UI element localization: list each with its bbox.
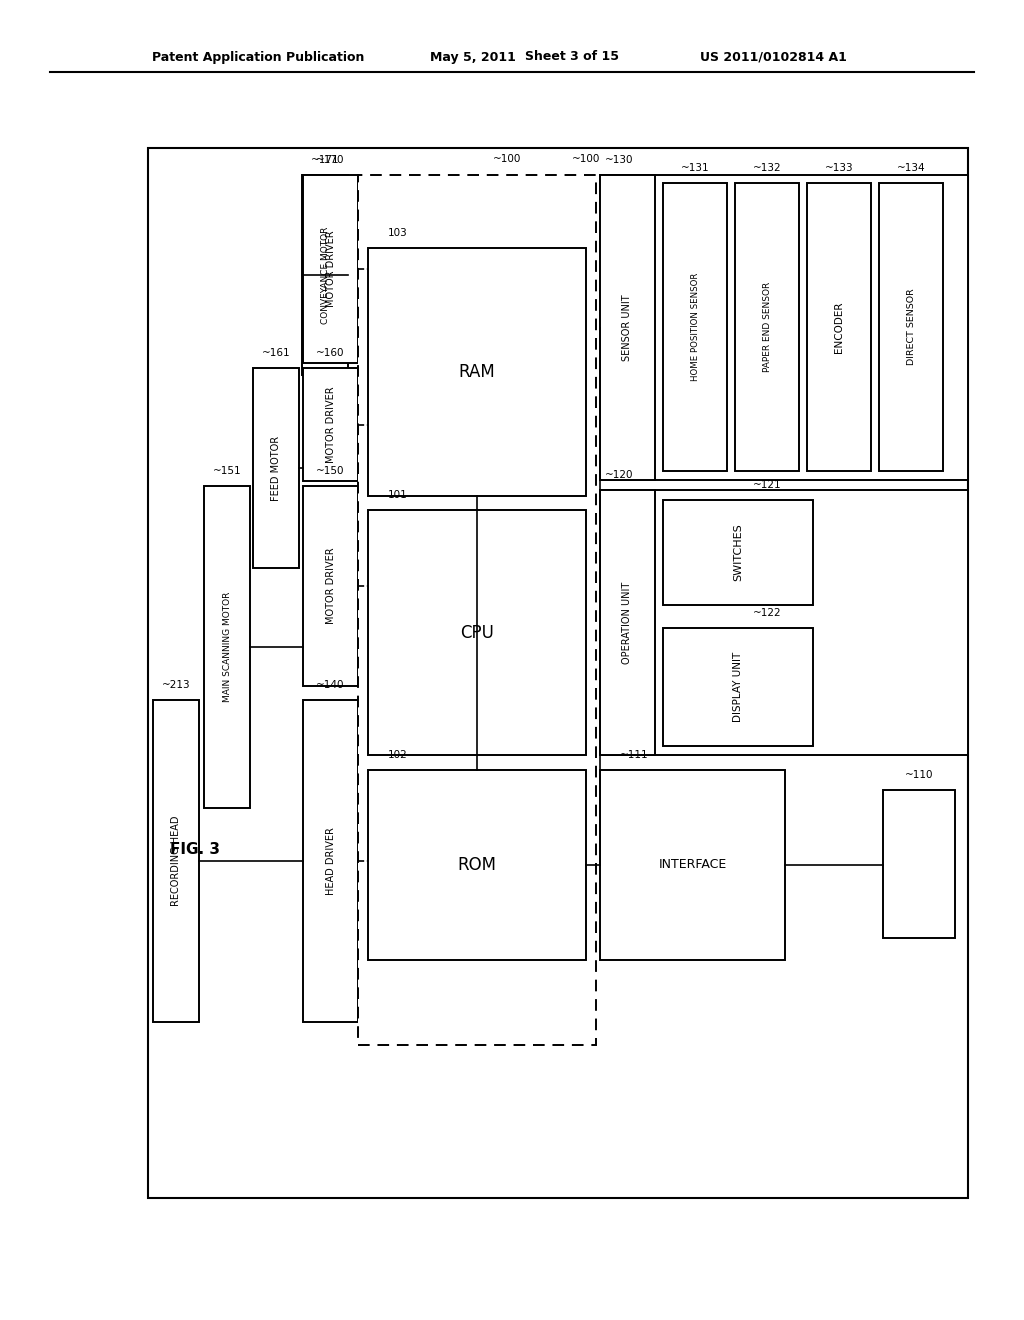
Text: ~213: ~213 xyxy=(162,680,190,690)
Text: Patent Application Publication: Patent Application Publication xyxy=(152,50,365,63)
Bar xyxy=(879,183,943,471)
Text: ~133: ~133 xyxy=(824,162,853,173)
Text: 101: 101 xyxy=(388,490,408,500)
Text: MAIN SCANNING MOTOR: MAIN SCANNING MOTOR xyxy=(222,591,231,702)
Bar xyxy=(368,510,586,755)
Text: CPU: CPU xyxy=(460,623,494,642)
Bar xyxy=(663,628,813,746)
Text: FEED MOTOR: FEED MOTOR xyxy=(271,436,281,500)
Bar xyxy=(600,176,655,480)
Text: HOME POSITION SENSOR: HOME POSITION SENSOR xyxy=(690,273,699,381)
Text: ~170: ~170 xyxy=(316,154,345,165)
Text: ~151: ~151 xyxy=(213,466,242,477)
Text: FIG. 3: FIG. 3 xyxy=(170,842,220,858)
Text: SENSOR UNIT: SENSOR UNIT xyxy=(623,294,633,360)
Bar xyxy=(807,183,871,471)
Bar xyxy=(358,176,596,1045)
Text: ~111: ~111 xyxy=(620,750,648,760)
Text: ~171: ~171 xyxy=(310,154,339,165)
Text: ~132: ~132 xyxy=(753,162,781,173)
Text: ROM: ROM xyxy=(458,855,497,874)
Text: ~100: ~100 xyxy=(493,154,521,164)
Text: HEAD DRIVER: HEAD DRIVER xyxy=(326,828,336,895)
Text: MOTOR DRIVER: MOTOR DRIVER xyxy=(326,548,336,624)
Bar xyxy=(204,486,250,808)
Text: 103: 103 xyxy=(388,228,408,238)
Bar xyxy=(368,770,586,960)
Bar xyxy=(303,176,358,363)
Bar xyxy=(663,183,727,471)
Bar xyxy=(735,183,799,471)
Text: ~160: ~160 xyxy=(316,348,345,358)
Text: ~140: ~140 xyxy=(316,680,345,690)
Bar xyxy=(302,176,348,375)
Text: ~161: ~161 xyxy=(262,348,291,358)
Text: ~121: ~121 xyxy=(753,480,781,490)
Bar xyxy=(600,770,785,960)
Text: May 5, 2011: May 5, 2011 xyxy=(430,50,516,63)
Bar xyxy=(663,500,813,605)
Bar xyxy=(303,700,358,1022)
Bar xyxy=(368,248,586,496)
Text: PAPER END SENSOR: PAPER END SENSOR xyxy=(763,282,771,372)
Text: US 2011/0102814 A1: US 2011/0102814 A1 xyxy=(700,50,847,63)
Text: INTERFACE: INTERFACE xyxy=(658,858,727,871)
Text: MOTOR DRIVER: MOTOR DRIVER xyxy=(326,231,336,308)
Bar xyxy=(253,368,299,568)
Text: ~120: ~120 xyxy=(605,470,634,480)
Bar xyxy=(303,368,358,480)
Text: ~134: ~134 xyxy=(897,162,926,173)
Text: DIRECT SENSOR: DIRECT SENSOR xyxy=(906,289,915,366)
Text: MOTOR DRIVER: MOTOR DRIVER xyxy=(326,387,336,463)
Bar xyxy=(600,490,655,755)
Text: ~100: ~100 xyxy=(571,154,600,164)
Text: 102: 102 xyxy=(388,750,408,760)
Text: ENCODER: ENCODER xyxy=(834,301,844,352)
Bar xyxy=(883,789,955,939)
Bar xyxy=(148,148,968,1199)
Text: OPERATION UNIT: OPERATION UNIT xyxy=(623,581,633,664)
Bar xyxy=(600,176,968,480)
Text: CONVEYANCE MOTOR: CONVEYANCE MOTOR xyxy=(321,226,330,323)
Text: RECORDING HEAD: RECORDING HEAD xyxy=(171,816,181,907)
Text: ~110: ~110 xyxy=(905,770,933,780)
Bar xyxy=(303,486,358,686)
Text: ~122: ~122 xyxy=(753,609,781,618)
Text: DISPLAY UNIT: DISPLAY UNIT xyxy=(733,652,743,722)
Text: SWITCHES: SWITCHES xyxy=(733,524,743,581)
Text: Sheet 3 of 15: Sheet 3 of 15 xyxy=(525,50,618,63)
Bar xyxy=(600,490,968,755)
Text: RAM: RAM xyxy=(459,363,496,381)
Bar xyxy=(153,700,199,1022)
Text: ~130: ~130 xyxy=(605,154,634,165)
Text: ~131: ~131 xyxy=(681,162,710,173)
Text: ~150: ~150 xyxy=(316,466,345,477)
